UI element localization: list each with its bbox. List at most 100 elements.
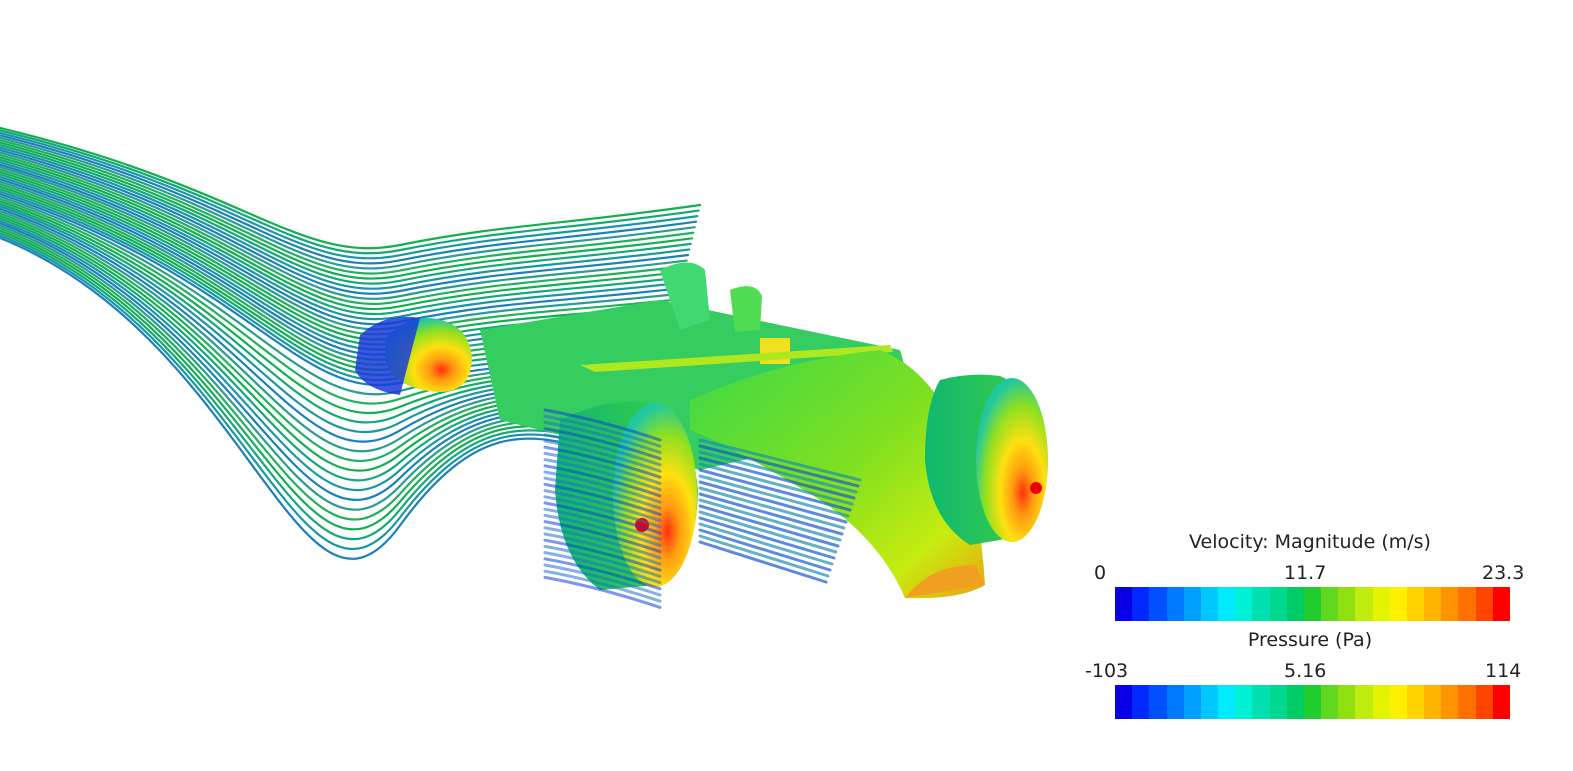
colorbar-swatch [1200,685,1219,719]
streamline [0,151,688,300]
streamline [698,438,862,482]
streamline [543,557,662,591]
velocity-max-label: 23.3 [1482,562,1525,584]
streamline [543,427,662,461]
colorbar-swatch [1252,685,1270,719]
colorbar-swatch [1424,587,1442,621]
colorbar-swatch [1200,587,1219,621]
colorbar-swatch [1149,587,1167,621]
colorbar-swatch [1115,587,1133,621]
colorbar-swatch [1338,587,1356,621]
colorbar-swatch [1235,685,1253,719]
streamline [0,236,642,560]
car-model [355,262,1048,599]
streamline [543,439,662,473]
streamline [698,516,836,560]
streamline [543,420,662,454]
streamline [543,538,662,572]
streamline [543,551,662,585]
velocity-colorbar [1115,587,1510,621]
colorbar-swatch [1286,587,1304,621]
pressure-mid-label: 5.16 [1284,660,1327,682]
colorbar-swatch [1115,685,1133,719]
colorbar-swatch [1303,587,1322,621]
streamline [543,563,662,597]
streamline [543,526,662,560]
colorbar-swatch [1286,685,1304,719]
streamline [698,480,848,524]
streamline [0,146,691,290]
streamline [543,520,662,554]
streamline [698,444,860,488]
streamline [543,476,662,510]
streamline [698,450,858,494]
colorbar-swatch [1458,685,1476,719]
velocity-legend: Velocity: Magnitude (m/s) 0 11.7 23.3 [1085,531,1535,626]
colorbar-swatch [1218,587,1236,621]
pressure-max-label: 114 [1485,660,1522,682]
colorbar-swatch [1441,685,1459,719]
colorbar-swatch [1132,587,1150,621]
colorbar-swatch [1183,685,1201,719]
pressure-legend: Pressure (Pa) -103 5.16 114 [1085,629,1535,724]
streamline [543,489,662,523]
colorbar-swatch [1355,685,1373,719]
colorbar-swatch [1235,587,1253,621]
colorbar-swatch [1166,685,1184,719]
streamline [0,156,686,311]
colorbar-swatch [1406,587,1425,621]
streamline [543,414,662,448]
colorbar-swatch [1321,587,1339,621]
streamline [0,136,696,270]
streamline [543,408,662,442]
streamline [543,445,662,479]
streamline [0,141,694,280]
streamline [698,510,838,554]
streamline [698,456,856,500]
streamline [543,513,662,547]
streamline [0,131,699,260]
colorbar-swatch [1338,685,1356,719]
streamline [543,433,662,467]
colorbar-swatch [1132,685,1150,719]
streamline [543,470,662,504]
wheel-wake-streamlines [543,408,862,609]
colorbar-swatch [1406,685,1425,719]
colorbar-swatch [1441,587,1459,621]
colorbar-swatch [1475,587,1493,621]
streamline [543,451,662,485]
streamline [698,498,842,542]
colorbar-swatch [1389,587,1407,621]
streamline [698,486,846,530]
streamline [543,569,662,603]
streamline [0,126,702,250]
streamline [698,474,850,518]
streamline [698,528,832,572]
pressure-min-label: -103 [1085,660,1129,682]
colorbar-swatch [1303,685,1322,719]
streamline [0,134,698,265]
colorbar-swatch [1372,685,1390,719]
colorbar-swatch [1166,587,1184,621]
streamline [698,540,828,584]
colorbar-swatch [1372,587,1390,621]
colorbar-swatch [1218,685,1236,719]
streamline [543,544,662,578]
streamline [543,458,662,492]
streamline [0,148,690,295]
streamline [0,158,684,316]
streamline [543,575,662,609]
streamline [698,522,834,566]
colorbar-swatch [1149,685,1167,719]
streamline [0,161,683,321]
streamline [543,501,662,535]
streamline [0,139,695,275]
colorbar-swatch [1269,685,1287,719]
pressure-colorbar [1115,685,1510,719]
streamline [543,482,662,516]
streamline [543,507,662,541]
streamline [698,468,852,512]
colorbar-swatch [1389,685,1407,719]
colorbar-swatch [1269,587,1287,621]
